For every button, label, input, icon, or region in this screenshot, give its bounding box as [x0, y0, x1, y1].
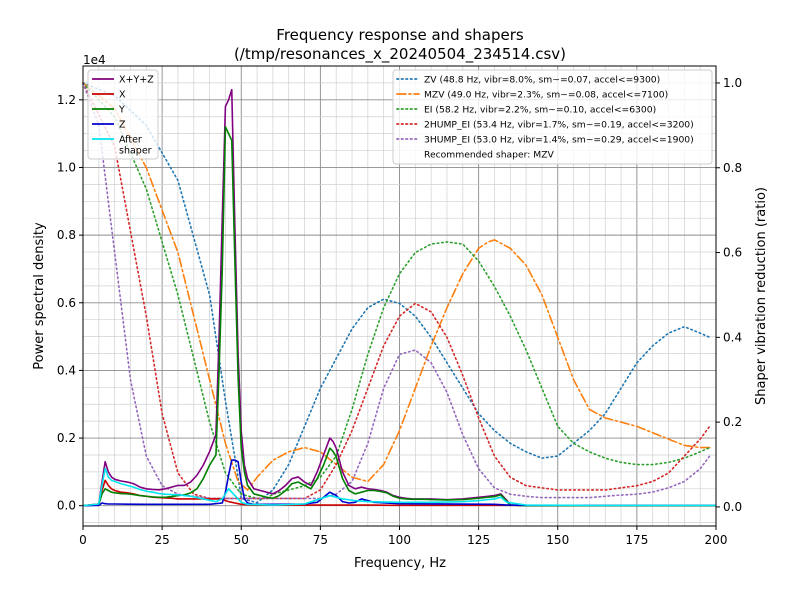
psd-legend-label: Y	[118, 105, 125, 116]
shaper-legend-label: ZV (48.8 Hz, vibr=8.0%, sm~=0.07, accel<…	[424, 75, 660, 86]
y2-axis-ticks: 0.0 0.2 0.4 0.6 0.8 1.0	[716, 76, 742, 514]
x-axis-label: Frequency, Hz	[354, 556, 446, 571]
y-axis-label: Power spectral density	[32, 222, 47, 370]
y-tick-label: 1.2	[57, 93, 76, 107]
psd-legend-box	[87, 69, 159, 160]
shaper-curve-0	[82, 82, 711, 504]
y2-tick-label: 0.0	[723, 500, 742, 514]
shaper-legend: ZV (48.8 Hz, vibr=8.0%, sm~=0.07, accel<…	[392, 69, 713, 165]
psd-curves	[82, 88, 716, 507]
y2-tick-label: 0.6	[723, 246, 742, 260]
y-tick-label: 1.0	[57, 160, 76, 174]
psd-curve-2	[82, 126, 716, 507]
x-axis-ticks: 0 25 50 75 100 125 150 175 200	[79, 526, 727, 547]
y-tick-label: 0.0	[57, 499, 76, 513]
recommended-shaper-text: Recommended shaper: MZV	[424, 150, 554, 161]
y-tick-label: 0.8	[57, 228, 76, 242]
x-tick-label: 25	[154, 533, 169, 547]
y2-axis-label: Shaper vibration reduction (ratio)	[754, 187, 769, 405]
x-tick-label: 0	[79, 533, 87, 547]
psd-legend-label: X	[119, 90, 126, 101]
shaper-legend-label: 2HUMP_EI (53.4 Hz, vibr=1.7%, sm~=0.19, …	[424, 120, 694, 131]
chart-title: Frequency response and shapers	[276, 26, 524, 44]
y2-tick-label: 1.0	[723, 76, 742, 90]
psd-legend-label-line: shaper	[119, 146, 152, 157]
shaper-legend-label: EI (58.2 Hz, vibr=2.2%, sm~=0.10, accel<…	[424, 105, 656, 116]
x-tick-label: 50	[234, 533, 249, 547]
y-offset-label: 1e4	[83, 53, 106, 67]
shaper-legend-label: 3HUMP_EI (53.0 Hz, vibr=1.4%, sm~=0.29, …	[424, 135, 694, 146]
x-tick-label: 75	[313, 533, 328, 547]
x-tick-label: 175	[625, 533, 648, 547]
y-axis-ticks: 0.0 0.2 0.4 0.6 0.8 1.0 1.2	[57, 93, 83, 513]
shaper-legend-box	[392, 69, 713, 165]
psd-legend-label: After shaper	[119, 135, 152, 157]
psd-legend-label-line: X+Y+Z	[119, 75, 154, 86]
psd-legend: X+Y+Z XYZ After shaper	[87, 69, 159, 160]
chart-subtitle: (/tmp/resonances_x_20240504_234514.csv)	[234, 45, 566, 64]
psd-legend-label-line: Z	[119, 120, 126, 131]
psd-legend-label: X+Y+Z	[119, 75, 154, 86]
shaper-legend-label: MZV (49.0 Hz, vibr=2.3%, sm~=0.08, accel…	[424, 90, 668, 101]
x-tick-label: 150	[546, 533, 569, 547]
x-tick-label: 125	[467, 533, 490, 547]
x-tick-label: 200	[705, 533, 728, 547]
y2-tick-label: 0.4	[723, 330, 742, 344]
psd-legend-label-line: After	[119, 135, 142, 146]
y-tick-label: 0.4	[57, 363, 76, 377]
psd-legend-label-line: Y	[118, 105, 125, 116]
y2-tick-label: 0.2	[723, 415, 742, 429]
psd-legend-label: Z	[119, 120, 126, 131]
psd-curve-4	[82, 467, 716, 507]
y2-tick-label: 0.8	[723, 161, 742, 175]
psd-legend-label-line: X	[119, 90, 126, 101]
x-tick-label: 100	[388, 533, 411, 547]
y-tick-label: 0.6	[57, 296, 76, 310]
y-tick-label: 0.2	[57, 431, 76, 445]
